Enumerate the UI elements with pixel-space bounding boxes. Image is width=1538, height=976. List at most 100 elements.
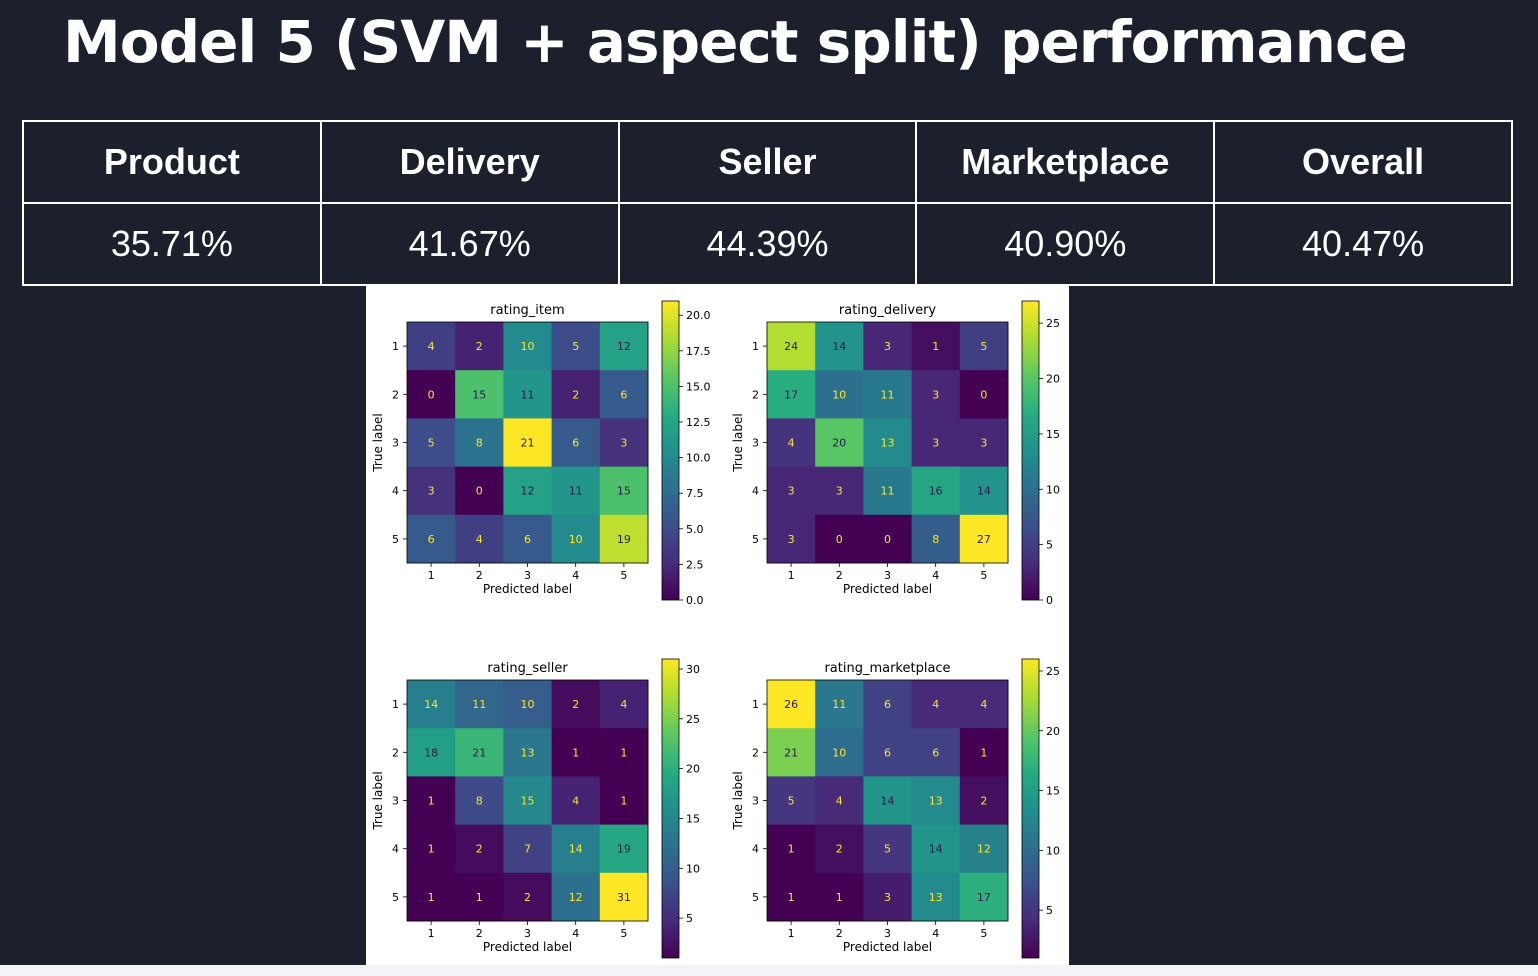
cell-value-label: 1 [788,891,795,904]
header-delivery: Delivery [319,120,620,204]
matrix-cell [503,322,552,371]
cell-value-label: 14 [977,485,991,498]
table-header-row: Product Delivery Seller Marketplace Over… [22,120,1513,204]
cell-value-label: 13 [929,891,943,904]
matrix-cell [455,872,504,922]
cell-value-label: 8 [476,437,483,450]
cell-value-label: 14 [424,698,438,711]
matrix-cell [455,514,504,564]
colorbar-tick-label: 2.5 [686,558,704,571]
colorbar-tick-label: 10 [1046,483,1060,496]
matrix-cell [959,418,1009,467]
colorbar [661,300,680,601]
cell-value-label: 12 [521,485,535,498]
matrix-cell [767,466,816,516]
cell-value-label: 6 [932,746,939,759]
header-marketplace: Marketplace [915,120,1216,204]
matrix-cell [455,370,504,419]
matrix-cell [815,418,864,467]
cell-value-label: 13 [929,795,943,808]
matrix-cell [407,418,456,467]
cell-value-label: 6 [572,437,579,450]
cell-value-label: 10 [521,340,535,353]
value-delivery: 41.67% [319,202,620,286]
matrix-cell [911,872,961,922]
cell-value-label: 21 [472,746,486,759]
cell-value-label: 4 [620,698,627,711]
y-tick-label: 2 [752,746,759,759]
x-tick-label: 3 [524,927,531,940]
x-tick-label: 5 [620,927,627,940]
y-tick-label: 1 [392,698,399,711]
cell-value-label: 1 [428,843,435,856]
cell-value-label: 0 [884,533,891,546]
matrix-cell [863,418,912,467]
matrix-cell [815,872,864,922]
cell-value-label: 1 [980,746,987,759]
panel-title: rating_marketplace [824,661,950,676]
matrix-cell [767,322,816,371]
cell-value-label: 27 [977,533,991,546]
cell-value-label: 10 [832,388,846,401]
cell-value-label: 4 [980,698,987,711]
cell-value-label: 19 [617,533,631,546]
matrix-cell [959,680,1009,729]
matrix-cell [863,872,912,922]
cell-value-label: 1 [932,340,939,353]
x-tick-label: 4 [572,569,579,582]
cell-value-label: 5 [788,795,795,808]
y-tick-label: 3 [392,795,399,808]
y-tick-label: 4 [392,843,399,856]
x-tick-label: 2 [836,927,843,940]
colorbar-tick-label: 30 [686,663,700,676]
cell-value-label: 2 [572,698,579,711]
cell-value-label: 0 [476,485,483,498]
cell-value-label: 4 [428,340,435,353]
value-overall: 40.47% [1213,202,1513,286]
cell-value-label: 8 [476,795,483,808]
matrix-cell [599,322,649,371]
colorbar-tick-label: 5 [686,912,693,925]
matrix-cell [911,370,961,419]
matrix-cell [599,776,649,825]
matrix-cell [407,824,456,874]
matrix-cell [767,824,816,874]
colorbar-tick-label: 25 [1046,665,1060,678]
slide-title: Model 5 (SVM + aspect split) performance [63,8,1408,76]
matrix-cell [911,728,961,777]
y-tick-label: 5 [752,533,759,546]
cell-value-label: 4 [788,437,795,450]
x-tick-label: 3 [524,569,531,582]
matrix-cell [911,466,961,516]
cell-value-label: 4 [476,533,483,546]
cell-value-label: 10 [569,533,583,546]
colorbar-tick-label: 17.5 [686,345,711,358]
matrix-cell [599,728,649,777]
cell-value-label: 3 [836,485,843,498]
panel-title: rating_delivery [839,303,937,318]
matrix-cell [503,466,552,516]
y-tick-label: 4 [752,485,759,498]
colorbar [661,658,680,959]
x-axis-label: Predicted label [483,582,572,596]
matrix-cell [599,514,649,564]
matrix-cell [767,776,816,825]
matrix-cell [815,728,864,777]
y-tick-label: 2 [392,746,399,759]
cell-value-label: 3 [428,485,435,498]
matrix-cell [503,370,552,419]
confusion-matrix-figure: rating_item 4 2 10 5 12 0 15 11 2 6 5 8 21 6 3 3 0 12 11 15 6… [366,285,1069,965]
x-tick-label: 1 [788,927,795,940]
cell-value-label: 10 [521,698,535,711]
colorbar [1021,300,1040,601]
cell-value-label: 2 [524,891,531,904]
cell-value-label: 20 [832,437,846,450]
matrix-cell [767,514,816,564]
y-tick-label: 5 [392,533,399,546]
cell-value-label: 11 [881,388,895,401]
cell-value-label: 2 [476,843,483,856]
colorbar-tick-label: 12.5 [686,416,711,429]
matrix-cell [455,776,504,825]
